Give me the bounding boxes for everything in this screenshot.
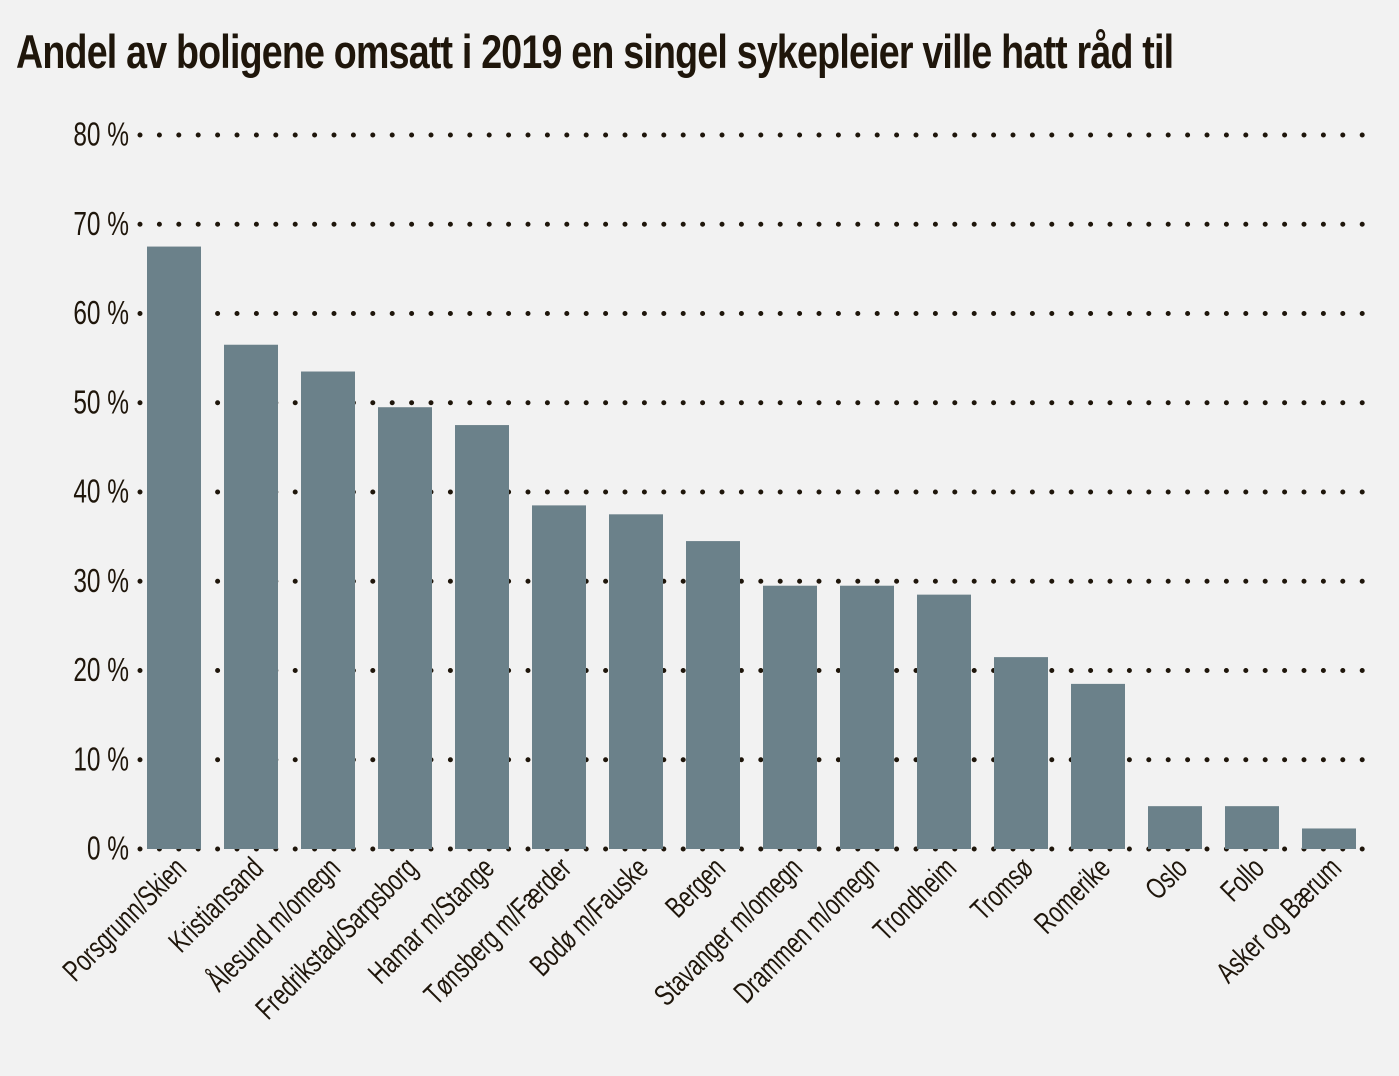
bar — [1148, 806, 1202, 849]
y-tick-label: 80 % — [73, 117, 129, 153]
y-tick-label: 20 % — [73, 653, 129, 689]
y-tick-label: 0 % — [87, 831, 129, 867]
bar — [147, 246, 201, 849]
bars — [147, 246, 1356, 849]
bar — [378, 407, 432, 849]
y-tick-label: 50 % — [73, 385, 129, 421]
bar — [455, 425, 509, 849]
bar — [224, 344, 278, 849]
bar — [301, 371, 355, 849]
y-tick-label: 30 % — [73, 564, 129, 600]
x-category-label: Romerike — [1027, 851, 1117, 941]
y-axis-tick-labels: 0 % 10 % 20 % 30 % 40 % 50 % 60 % 70 % 80 % — [73, 117, 129, 867]
y-tick-label: 40 % — [73, 474, 129, 510]
bar — [763, 585, 817, 849]
x-category-label: Porsgrunn/Skien — [56, 851, 193, 988]
bar — [1302, 828, 1356, 849]
bar — [609, 514, 663, 849]
x-category-label: Trondheim — [866, 851, 963, 948]
x-category-label: Follo — [1213, 851, 1270, 908]
bar — [994, 657, 1048, 849]
bar — [1071, 683, 1125, 849]
bar — [532, 505, 586, 849]
y-tick-label: 10 % — [73, 742, 129, 778]
bar — [917, 594, 971, 849]
y-tick-label: 60 % — [73, 296, 129, 332]
bar — [840, 585, 894, 849]
x-category-label: Oslo — [1138, 851, 1194, 907]
bar — [1225, 806, 1279, 849]
chart-title: Andel av boligene omsatt i 2019 en singe… — [16, 25, 1174, 78]
y-tick-label: 70 % — [73, 207, 129, 243]
bar — [686, 541, 740, 849]
